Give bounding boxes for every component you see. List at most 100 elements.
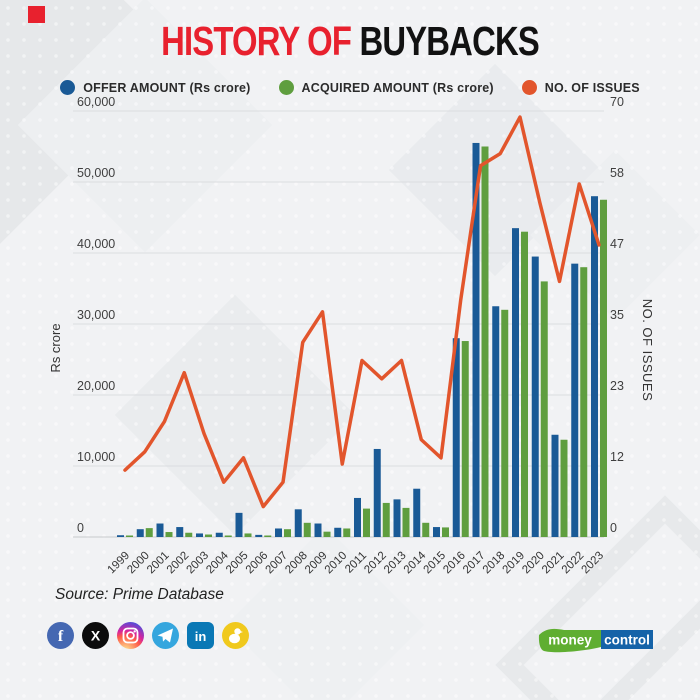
year-label-2020: 2020 xyxy=(520,550,547,577)
bar-offer-2004 xyxy=(215,532,223,537)
bar-acquired-2005 xyxy=(244,533,252,537)
bar-acquired-2004 xyxy=(224,535,232,537)
instagram-icon[interactable] xyxy=(117,622,144,649)
koo-icon[interactable] xyxy=(222,622,249,649)
logo-text-money: money xyxy=(548,633,592,648)
bar-offer-2019 xyxy=(512,228,519,537)
right-axis-tick: 0 xyxy=(610,521,617,535)
year-label-2017: 2017 xyxy=(461,550,488,577)
bar-offer-2017 xyxy=(472,142,480,537)
svg-text:X: X xyxy=(91,628,101,644)
bar-offer-2005 xyxy=(235,512,243,537)
bar-offer-2014 xyxy=(413,488,421,537)
no-of-issues-dot-icon xyxy=(521,80,537,95)
x-axis-year-labels: 1999200020012002200320042005200620072008… xyxy=(106,549,607,576)
bar-offer-2022 xyxy=(571,263,579,537)
year-label-2005: 2005 xyxy=(224,550,251,577)
year-label-2012: 2012 xyxy=(362,550,389,577)
source-note: Source: Prime Database xyxy=(55,586,224,603)
bar-offer-2002 xyxy=(176,527,184,537)
bar-acquired-2010 xyxy=(343,528,351,537)
bar-acquired-2018 xyxy=(501,309,509,537)
year-label-2016: 2016 xyxy=(441,550,468,577)
title-highlight: HISTORY OF xyxy=(161,18,352,64)
bar-acquired-2015 xyxy=(442,527,449,537)
bar-offer-2020 xyxy=(531,256,539,537)
year-label-2003: 2003 xyxy=(185,550,212,577)
year-label-2018: 2018 xyxy=(481,550,508,577)
bar-acquired-1999 xyxy=(126,535,133,537)
bar-offer-2011 xyxy=(354,497,361,537)
bar-offer-2003 xyxy=(196,533,203,537)
legend-item-offer-amount: OFFER AMOUNT (Rs crore) xyxy=(60,80,250,95)
year-label-2002: 2002 xyxy=(165,550,192,577)
bar-acquired-2008 xyxy=(303,522,311,537)
bar-offer-2008 xyxy=(294,509,302,537)
right-axis-tick: 58 xyxy=(610,166,624,180)
year-label-2008: 2008 xyxy=(283,550,310,577)
offer-amount-dot-icon xyxy=(60,80,76,95)
bar-acquired-2009 xyxy=(323,531,331,537)
bar-offer-1999 xyxy=(117,535,124,537)
bar-acquired-2019 xyxy=(521,231,528,537)
bar-acquired-2016 xyxy=(461,341,469,537)
bar-acquired-2023 xyxy=(600,199,607,537)
year-label-1999: 1999 xyxy=(106,550,133,577)
x-twitter-icon[interactable]: X xyxy=(82,622,109,649)
right-axis-tick: 12 xyxy=(610,450,624,464)
year-label-2023: 2023 xyxy=(580,550,607,577)
left-axis-title: Rs crore xyxy=(48,323,63,372)
title-rest: BUYBACKS xyxy=(351,18,539,64)
bar-acquired-2011 xyxy=(363,508,370,537)
bar-offer-2018 xyxy=(492,306,500,537)
bar-offer-2015 xyxy=(433,527,440,537)
axis-tick-labels: 0 0 10,000 12 20,000 23 30,000 35 40,000 47 50,000… xyxy=(77,95,624,535)
bar-offer-2023 xyxy=(591,196,598,537)
bar-offer-2013 xyxy=(393,499,401,537)
logo-text-control: control xyxy=(604,633,650,648)
left-axis-tick: 50,000 xyxy=(77,166,115,180)
bar-acquired-2003 xyxy=(205,534,212,537)
acquired-amount-bars xyxy=(126,146,607,537)
year-label-2013: 2013 xyxy=(382,550,409,577)
bar-offer-2016 xyxy=(452,338,460,537)
bar-acquired-2001 xyxy=(165,532,173,537)
year-label-2006: 2006 xyxy=(244,550,271,577)
bar-acquired-2021 xyxy=(560,439,568,537)
year-label-2001: 2001 xyxy=(145,550,172,577)
logo-green-wave xyxy=(538,628,601,653)
year-label-2000: 2000 xyxy=(125,550,152,577)
bar-acquired-2013 xyxy=(402,507,410,537)
left-axis-tick: 30,000 xyxy=(77,308,115,322)
svg-text:f: f xyxy=(58,628,64,645)
right-axis-tick: 35 xyxy=(610,308,624,322)
bar-offer-2009 xyxy=(314,523,322,537)
offer-amount-bars xyxy=(117,142,598,537)
bar-offer-2001 xyxy=(156,523,164,537)
moneycontrol-logo: money control xyxy=(538,626,654,661)
year-label-2015: 2015 xyxy=(422,550,449,577)
facebook-icon[interactable]: f xyxy=(47,622,74,649)
legend-item-acquired-amount: ACQUIRED AMOUNT (Rs crore) xyxy=(278,80,494,95)
gridlines xyxy=(73,110,604,538)
legend-label: ACQUIRED AMOUNT (Rs crore) xyxy=(301,80,494,95)
bar-acquired-2020 xyxy=(540,281,548,537)
no-of-issues-line xyxy=(123,115,601,509)
svg-text:in: in xyxy=(195,629,207,644)
bar-acquired-2007 xyxy=(284,529,291,537)
bar-offer-2012 xyxy=(373,448,381,537)
telegram-icon[interactable] xyxy=(152,622,179,649)
left-axis-tick: 40,000 xyxy=(77,237,115,251)
year-label-2009: 2009 xyxy=(303,550,330,577)
right-axis-tick: 23 xyxy=(610,379,624,393)
right-axis-tick: 47 xyxy=(610,237,624,251)
year-label-2010: 2010 xyxy=(323,550,350,577)
page-title: HISTORY OF BUYBACKS xyxy=(70,18,630,65)
logo-blue-box xyxy=(601,630,653,649)
year-label-2019: 2019 xyxy=(501,550,528,577)
right-axis-tick: 70 xyxy=(610,95,624,109)
linkedin-icon[interactable]: in xyxy=(187,622,214,649)
bar-acquired-2000 xyxy=(145,528,153,537)
bar-acquired-2012 xyxy=(382,502,390,537)
